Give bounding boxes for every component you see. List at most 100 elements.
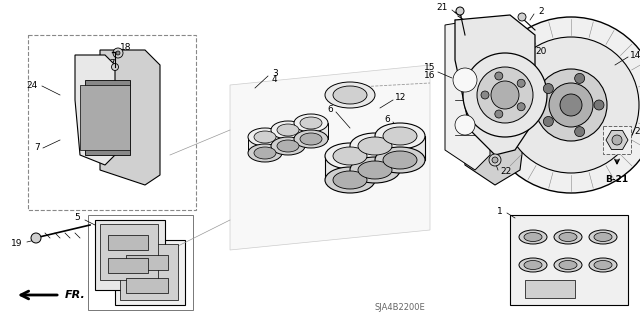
Circle shape [503, 37, 639, 173]
Bar [510, 215, 628, 305]
Text: SJA4B2200E: SJA4B2200E [374, 303, 426, 312]
Ellipse shape [554, 258, 582, 272]
Circle shape [113, 48, 123, 58]
Text: 15: 15 [424, 63, 435, 72]
Circle shape [453, 68, 477, 92]
Text: B-21: B-21 [605, 175, 628, 184]
Ellipse shape [375, 147, 425, 173]
Circle shape [517, 79, 525, 87]
Ellipse shape [524, 261, 542, 270]
Ellipse shape [383, 151, 417, 169]
Bar [126, 278, 168, 293]
Text: 19: 19 [10, 239, 22, 248]
Ellipse shape [358, 161, 392, 179]
Polygon shape [460, 105, 525, 185]
Ellipse shape [559, 261, 577, 270]
Ellipse shape [277, 140, 299, 152]
Text: 14: 14 [630, 50, 640, 60]
Bar [108, 235, 148, 250]
Text: 20: 20 [535, 48, 547, 56]
Bar [375, 136, 425, 160]
Bar [271, 130, 305, 146]
Ellipse shape [325, 167, 375, 193]
Polygon shape [75, 55, 115, 165]
Circle shape [612, 135, 622, 145]
Circle shape [560, 94, 582, 116]
Circle shape [31, 233, 41, 243]
Ellipse shape [277, 124, 299, 136]
Ellipse shape [519, 230, 547, 244]
Bar [325, 156, 375, 180]
Polygon shape [100, 50, 160, 185]
Bar [126, 255, 168, 270]
Bar [88, 215, 193, 310]
Ellipse shape [254, 131, 276, 143]
Text: 6: 6 [384, 115, 390, 124]
Polygon shape [100, 224, 158, 280]
Ellipse shape [254, 147, 276, 159]
Circle shape [575, 73, 585, 83]
Ellipse shape [383, 127, 417, 145]
Text: 6: 6 [327, 106, 333, 115]
Text: 5: 5 [74, 213, 80, 222]
Circle shape [495, 110, 503, 118]
Ellipse shape [559, 233, 577, 241]
Polygon shape [85, 80, 130, 155]
Ellipse shape [333, 171, 367, 189]
Circle shape [481, 91, 489, 99]
Polygon shape [445, 20, 490, 170]
Ellipse shape [300, 117, 322, 129]
Circle shape [116, 51, 120, 55]
Circle shape [543, 116, 554, 126]
Circle shape [489, 154, 501, 166]
Ellipse shape [358, 137, 392, 155]
Ellipse shape [325, 82, 375, 108]
Polygon shape [80, 85, 130, 150]
Text: 16: 16 [424, 71, 435, 80]
Text: 21: 21 [436, 4, 448, 12]
Circle shape [518, 13, 526, 21]
Ellipse shape [248, 128, 282, 146]
Polygon shape [606, 130, 628, 150]
Bar [525, 280, 575, 298]
Text: 1: 1 [497, 206, 503, 216]
Ellipse shape [325, 143, 375, 169]
Circle shape [543, 84, 554, 93]
Ellipse shape [294, 130, 328, 148]
Circle shape [455, 115, 475, 135]
Polygon shape [230, 65, 430, 250]
Ellipse shape [333, 147, 367, 165]
Text: 22: 22 [500, 167, 511, 176]
Polygon shape [115, 240, 185, 305]
Ellipse shape [519, 258, 547, 272]
Text: 4: 4 [272, 76, 278, 85]
Circle shape [575, 127, 585, 137]
Text: 7: 7 [35, 143, 40, 152]
Circle shape [491, 81, 519, 109]
Circle shape [549, 83, 593, 127]
Text: 17: 17 [105, 60, 116, 69]
Bar [294, 123, 328, 139]
Ellipse shape [294, 114, 328, 132]
Text: 24: 24 [27, 80, 38, 90]
Polygon shape [95, 220, 165, 290]
Ellipse shape [375, 123, 425, 149]
Text: 23: 23 [634, 128, 640, 137]
Ellipse shape [594, 261, 612, 270]
Circle shape [111, 63, 118, 70]
Polygon shape [120, 244, 178, 300]
Text: 6: 6 [418, 155, 424, 165]
Ellipse shape [350, 133, 400, 159]
Circle shape [477, 67, 533, 123]
Ellipse shape [589, 258, 617, 272]
Bar [248, 137, 282, 153]
Circle shape [483, 17, 640, 193]
Text: 12: 12 [395, 93, 406, 102]
Text: 18: 18 [120, 42, 131, 51]
Ellipse shape [554, 230, 582, 244]
Bar [28, 35, 196, 210]
Ellipse shape [333, 86, 367, 104]
Ellipse shape [248, 144, 282, 162]
Circle shape [594, 100, 604, 110]
Circle shape [535, 69, 607, 141]
